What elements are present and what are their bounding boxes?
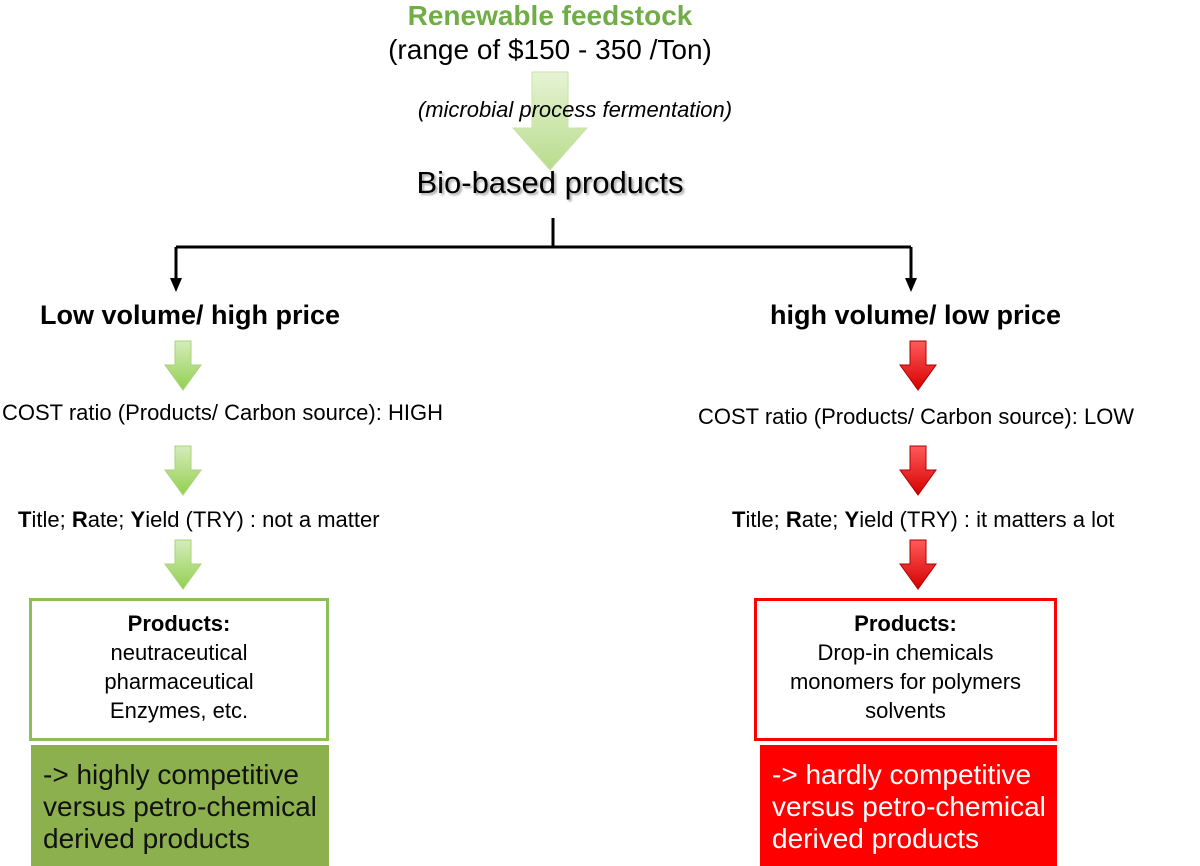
right-verdict-line: versus petro-chemical <box>772 791 1046 822</box>
right-try-r-rest: ate; <box>801 507 845 532</box>
left-try-r: R <box>71 507 88 532</box>
left-try-t: T <box>18 507 32 532</box>
feedstock-title: Renewable feedstock <box>407 0 693 31</box>
feedstock-price-range: (range of $150 - 350 /Ton) <box>388 34 712 65</box>
left-arrow-3 <box>164 539 202 590</box>
right-arrow-2 <box>899 445 937 496</box>
main-down-arrow <box>511 71 589 171</box>
right-try-t: T <box>732 507 746 532</box>
left-verdict-line: derived products <box>43 823 251 854</box>
bio-based-products-label: Bio-based products <box>416 165 684 200</box>
right-verdict-line: derived products <box>772 823 980 854</box>
right-try-line: Title; Rate; Yield (TRY) : it matters a … <box>732 507 1114 533</box>
left-arrow-1 <box>164 340 202 391</box>
right-try-y: Y <box>844 507 860 532</box>
branch-connector <box>174 218 913 280</box>
left-branch-arrowhead <box>170 278 182 292</box>
right-product-item: monomers for polymers <box>789 669 1022 694</box>
left-verdict-line: -> highly competitive <box>43 759 300 790</box>
left-product-item: neutraceutical <box>110 640 248 665</box>
left-verdict-line: versus petro-chemical <box>43 791 317 822</box>
right-products-box: Products: Drop-in chemicals monomers for… <box>754 598 1057 741</box>
left-try-r-rest: ate; <box>87 507 131 532</box>
left-verdict-box: -> highly competitive versus petro-chemi… <box>31 745 329 866</box>
left-arrow-2 <box>164 445 202 496</box>
right-branch-title: high volume/ low price <box>770 300 1062 330</box>
left-try-y-rest: ield (TRY) : not a matter <box>145 507 380 532</box>
right-cost-ratio: COST ratio (Products/ Carbon source): LO… <box>698 404 1135 429</box>
left-product-item: Enzymes, etc. <box>109 698 249 723</box>
right-try-t-rest: itle; <box>745 507 786 532</box>
right-branch-arrowhead <box>905 278 917 292</box>
right-arrow-1 <box>899 340 937 391</box>
right-try-r: R <box>785 507 802 532</box>
left-step-arrows <box>164 340 202 590</box>
left-branch-title: Low volume/ high price <box>40 300 341 330</box>
right-try-y-rest: ield (TRY) : it matters a lot <box>859 507 1115 532</box>
process-label: (microbial process fermentation) <box>417 97 733 122</box>
left-products-title: Products: <box>127 611 231 636</box>
right-arrow-3 <box>899 539 937 590</box>
left-try-line: Title; Rate; Yield (TRY) : not a matter <box>18 507 380 533</box>
right-product-item: solvents <box>865 698 946 723</box>
right-step-arrows <box>899 340 937 590</box>
right-products-title: Products: <box>854 611 957 636</box>
left-product-item: pharmaceutical <box>104 669 254 694</box>
left-try-t-rest: itle; <box>31 507 72 532</box>
right-verdict-line: -> hardly competitive <box>772 759 1032 790</box>
left-products-box: Products: neutraceutical pharmaceutical … <box>29 598 329 741</box>
left-try-y: Y <box>130 507 146 532</box>
right-verdict-box: -> hardly competitive versus petro-chemi… <box>760 745 1057 866</box>
left-cost-ratio: COST ratio (Products/ Carbon source): HI… <box>2 400 443 425</box>
right-product-item: Drop-in chemicals <box>817 640 994 665</box>
